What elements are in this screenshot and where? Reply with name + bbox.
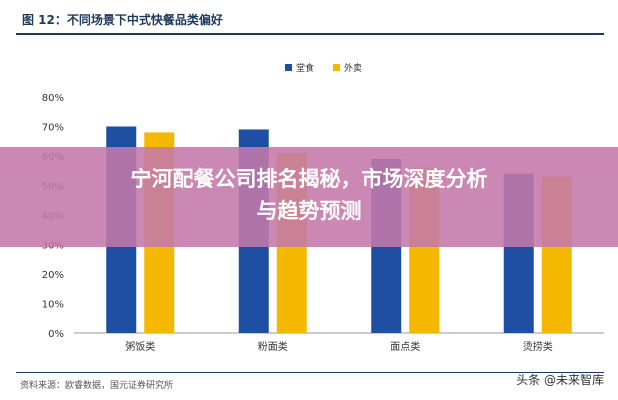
footer-rule — [16, 372, 604, 373]
x-tick-label: 粥饭类 — [125, 340, 155, 353]
banner-line-1: 宁河配餐公司排名揭秘，市场深度分析 — [130, 167, 488, 191]
y-tick-label: 0% — [48, 329, 64, 340]
y-tick-label: 10% — [42, 300, 64, 311]
banner-line-2: 与趋势预测 — [256, 199, 362, 223]
source-note: 资料来源：欧睿数据，国元证券研究所 — [20, 381, 174, 391]
x-tick-label: 粉面类 — [258, 340, 288, 353]
banner-text: 宁河配餐公司排名揭秘，市场深度分析 与趋势预测 — [0, 163, 618, 227]
figure-title: 图 12：不同场景下中式快餐品类偏好 — [22, 13, 223, 27]
watermark: 头条 @未来智库 — [516, 373, 604, 387]
legend-swatch — [285, 64, 292, 71]
overlay-banner: 宁河配餐公司排名揭秘，市场深度分析 与趋势预测 — [0, 147, 618, 247]
legend-label: 堂食 — [296, 62, 314, 74]
y-tick-label: 80% — [42, 93, 64, 104]
title-rule — [16, 33, 604, 35]
y-tick-label: 70% — [42, 123, 64, 134]
y-tick-label: 20% — [42, 270, 64, 281]
legend-label: 外卖 — [344, 62, 362, 74]
legend-swatch — [333, 64, 340, 71]
x-tick-label: 面点类 — [390, 340, 420, 353]
x-tick-label: 烫捞类 — [523, 340, 553, 353]
